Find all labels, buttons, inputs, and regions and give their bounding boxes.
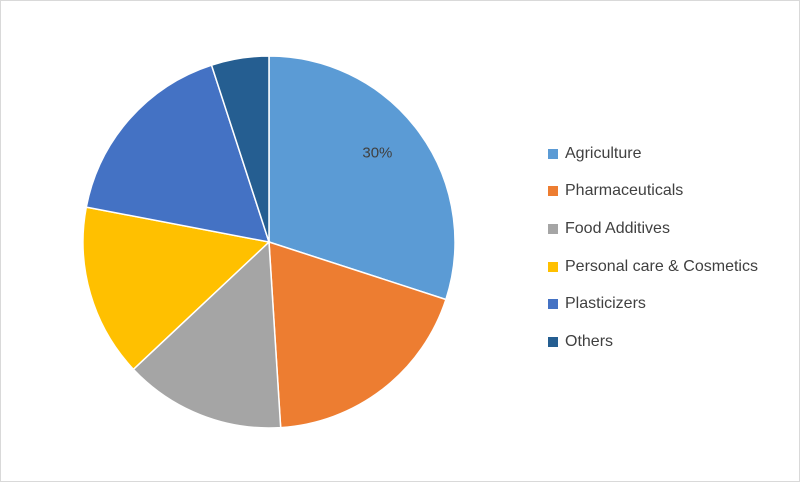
- legend-swatch-plasticizers: [548, 299, 558, 310]
- legend-item-food-additives: Food Additives: [548, 210, 758, 248]
- legend-swatch-food-additives: [548, 223, 558, 234]
- pie-data-labels: 30%: [362, 144, 392, 161]
- legend-swatch-others: [548, 336, 558, 347]
- legend-item-agriculture: Agriculture: [548, 135, 758, 173]
- legend-label-pharmaceuticals: Pharmaceuticals: [565, 182, 684, 200]
- pie-slice-agriculture: [268, 55, 456, 301]
- data-label-agriculture: 30%: [362, 144, 392, 161]
- legend-swatch-personal-care-cosmetics: [548, 261, 558, 272]
- pie-slice-food-additives: [132, 240, 282, 429]
- legend-label-plasticizers: Plasticizers: [565, 295, 646, 313]
- pie-slice-plasticizers: [85, 64, 271, 243]
- legend-swatch-agriculture: [548, 148, 558, 159]
- legend-item-personal-care-cosmetics: Personal care & Cosmetics: [548, 248, 758, 286]
- legend-label-agriculture: Agriculture: [565, 144, 642, 162]
- legend-item-others: Others: [548, 323, 758, 361]
- pie-slice-pharmaceuticals: [268, 240, 447, 429]
- chart-legend: Agriculture Pharmaceuticals Food Additiv…: [548, 135, 758, 361]
- legend-item-pharmaceuticals: Pharmaceuticals: [548, 173, 758, 211]
- legend-item-plasticizers: Plasticizers: [548, 285, 758, 323]
- legend-label-food-additives: Food Additives: [565, 219, 670, 237]
- pie-slice-others: [210, 55, 270, 243]
- legend-label-others: Others: [565, 332, 614, 350]
- legend-label-personal-care-cosmetics: Personal care & Cosmetics: [565, 257, 758, 275]
- pie-slice-personal-care-cosmetics: [82, 206, 271, 371]
- legend-swatch-pharmaceuticals: [548, 186, 558, 197]
- pie-slices: [82, 55, 456, 429]
